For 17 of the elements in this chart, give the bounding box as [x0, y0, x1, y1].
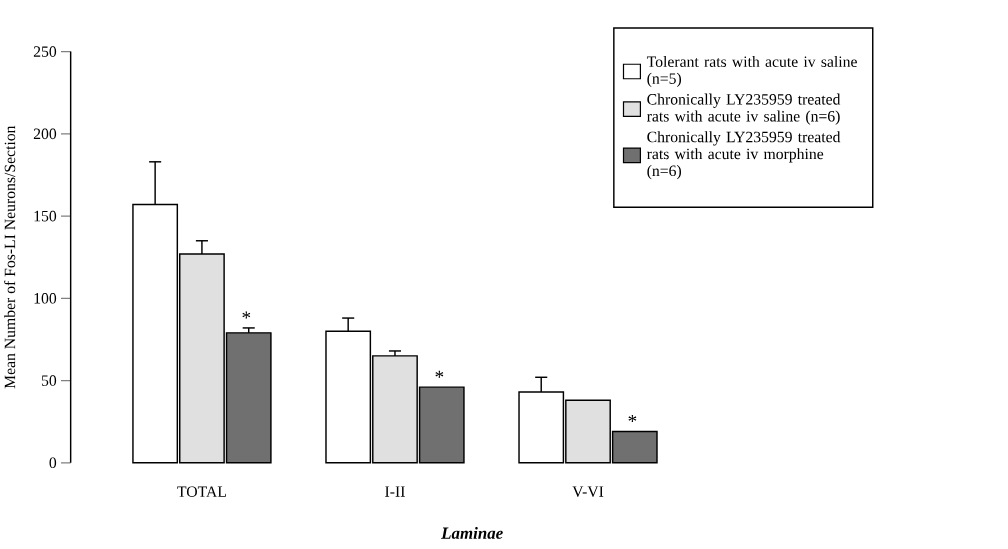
annotation: * [242, 311, 251, 319]
legend-label: Chronically LY235959 treated rats with acute iv morphine (n=6) [647, 131, 841, 180]
y-tick-label: 100 [34, 293, 57, 304]
y-tick-label: 50 [41, 375, 57, 386]
y-tick-label: 200 [33, 128, 57, 140]
legend-label: Tolerant rats with acute iv saline (n=5) [646, 56, 857, 88]
annotation: * [628, 415, 637, 423]
y-tick-label: 0 [49, 457, 57, 469]
x-axis-title: Laminae [441, 527, 503, 539]
y-axis-title: Mean Number of Fos-LI Neurons/Section [4, 125, 16, 389]
annotation: * [435, 370, 444, 378]
x-tick-label: V-VI [572, 486, 604, 497]
y-tick-label: 150 [34, 210, 57, 222]
legend-label: Chronically LY235959 treated rats with acute iv saline (n=6) [647, 93, 841, 125]
x-tick-label: I-II [385, 486, 405, 497]
y-tick-label: 250 [33, 46, 57, 57]
x-tick-label: TOTAL [177, 486, 226, 498]
